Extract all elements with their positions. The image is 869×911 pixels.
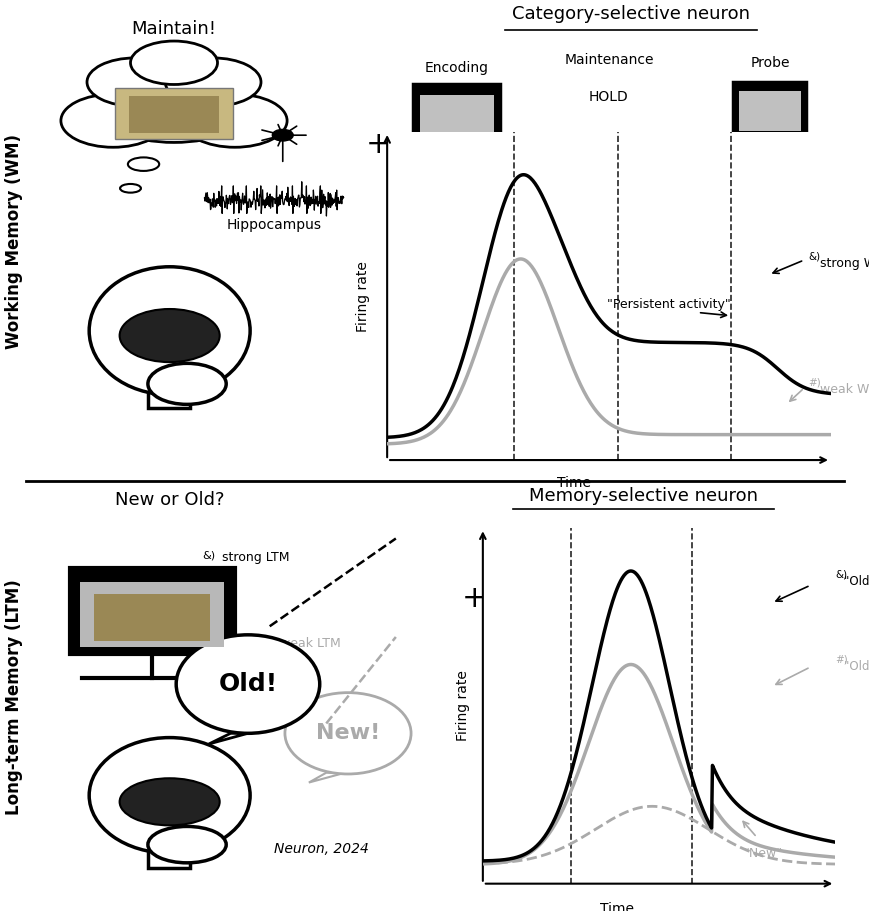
Text: "Persistent activity": "Persistent activity" — [607, 298, 730, 311]
Text: Maintenance: Maintenance — [564, 54, 653, 67]
Text: Time: Time — [599, 902, 633, 911]
Ellipse shape — [89, 738, 250, 854]
Text: Time: Time — [556, 476, 590, 490]
Ellipse shape — [119, 309, 219, 363]
FancyBboxPatch shape — [517, 579, 613, 646]
Ellipse shape — [120, 184, 141, 192]
Text: Working Memory (WM): Working Memory (WM) — [5, 134, 23, 349]
Text: +: + — [365, 130, 391, 159]
Text: #): #) — [808, 378, 820, 388]
Text: "Old": strong WM: "Old": strong WM — [843, 575, 869, 589]
Ellipse shape — [176, 635, 320, 733]
FancyBboxPatch shape — [70, 568, 235, 654]
Text: Neuron, 2024: Neuron, 2024 — [274, 842, 369, 856]
Text: Probe: Probe — [749, 56, 789, 70]
FancyBboxPatch shape — [413, 85, 500, 148]
FancyBboxPatch shape — [148, 843, 189, 868]
Text: #): #) — [834, 655, 847, 665]
Ellipse shape — [148, 363, 226, 404]
Text: New!: New! — [315, 723, 380, 743]
Ellipse shape — [96, 70, 252, 142]
Ellipse shape — [285, 692, 411, 774]
Text: Retrieval: Retrieval — [534, 553, 596, 567]
FancyBboxPatch shape — [738, 90, 800, 131]
Text: New or Old?: New or Old? — [115, 491, 224, 509]
Text: strong LTM: strong LTM — [222, 551, 289, 564]
Text: Memory-selective neuron: Memory-selective neuron — [528, 486, 758, 505]
Text: &): &) — [808, 251, 819, 261]
Ellipse shape — [119, 778, 219, 825]
Polygon shape — [209, 733, 248, 744]
Ellipse shape — [128, 158, 159, 171]
Ellipse shape — [87, 58, 182, 107]
Ellipse shape — [148, 826, 226, 863]
Ellipse shape — [89, 267, 250, 394]
Text: Firing rate: Firing rate — [456, 670, 470, 742]
FancyBboxPatch shape — [129, 96, 219, 133]
Text: Long-term Memory (LTM): Long-term Memory (LTM) — [5, 579, 23, 814]
Text: &): &) — [834, 569, 846, 579]
Text: "Old": weak WM: "Old": weak WM — [843, 660, 869, 673]
Polygon shape — [308, 773, 343, 783]
Text: strong WM: strong WM — [819, 257, 869, 270]
Text: Encoding: Encoding — [424, 61, 488, 75]
Ellipse shape — [130, 41, 217, 85]
Ellipse shape — [182, 94, 287, 148]
FancyBboxPatch shape — [80, 582, 224, 647]
Ellipse shape — [61, 94, 165, 148]
Ellipse shape — [165, 58, 261, 107]
Circle shape — [272, 129, 293, 141]
FancyBboxPatch shape — [115, 87, 233, 139]
FancyBboxPatch shape — [420, 95, 494, 142]
FancyBboxPatch shape — [733, 82, 806, 135]
Text: weak WM: weak WM — [819, 383, 869, 396]
Text: Hippocampus: Hippocampus — [226, 218, 322, 231]
Text: Old!: Old! — [218, 672, 277, 696]
Text: &): &) — [202, 550, 215, 560]
Text: HOLD: HOLD — [588, 89, 628, 104]
FancyBboxPatch shape — [524, 589, 606, 640]
Text: Firing rate: Firing rate — [355, 261, 369, 332]
Text: Category-selective neuron: Category-selective neuron — [511, 5, 749, 24]
Text: #): #) — [261, 636, 275, 646]
FancyBboxPatch shape — [148, 378, 189, 408]
Text: Maintain!: Maintain! — [131, 20, 216, 38]
Text: "New": "New" — [742, 847, 781, 860]
FancyBboxPatch shape — [94, 594, 210, 641]
Text: +: + — [461, 584, 487, 613]
Text: weak LTM: weak LTM — [280, 637, 341, 650]
